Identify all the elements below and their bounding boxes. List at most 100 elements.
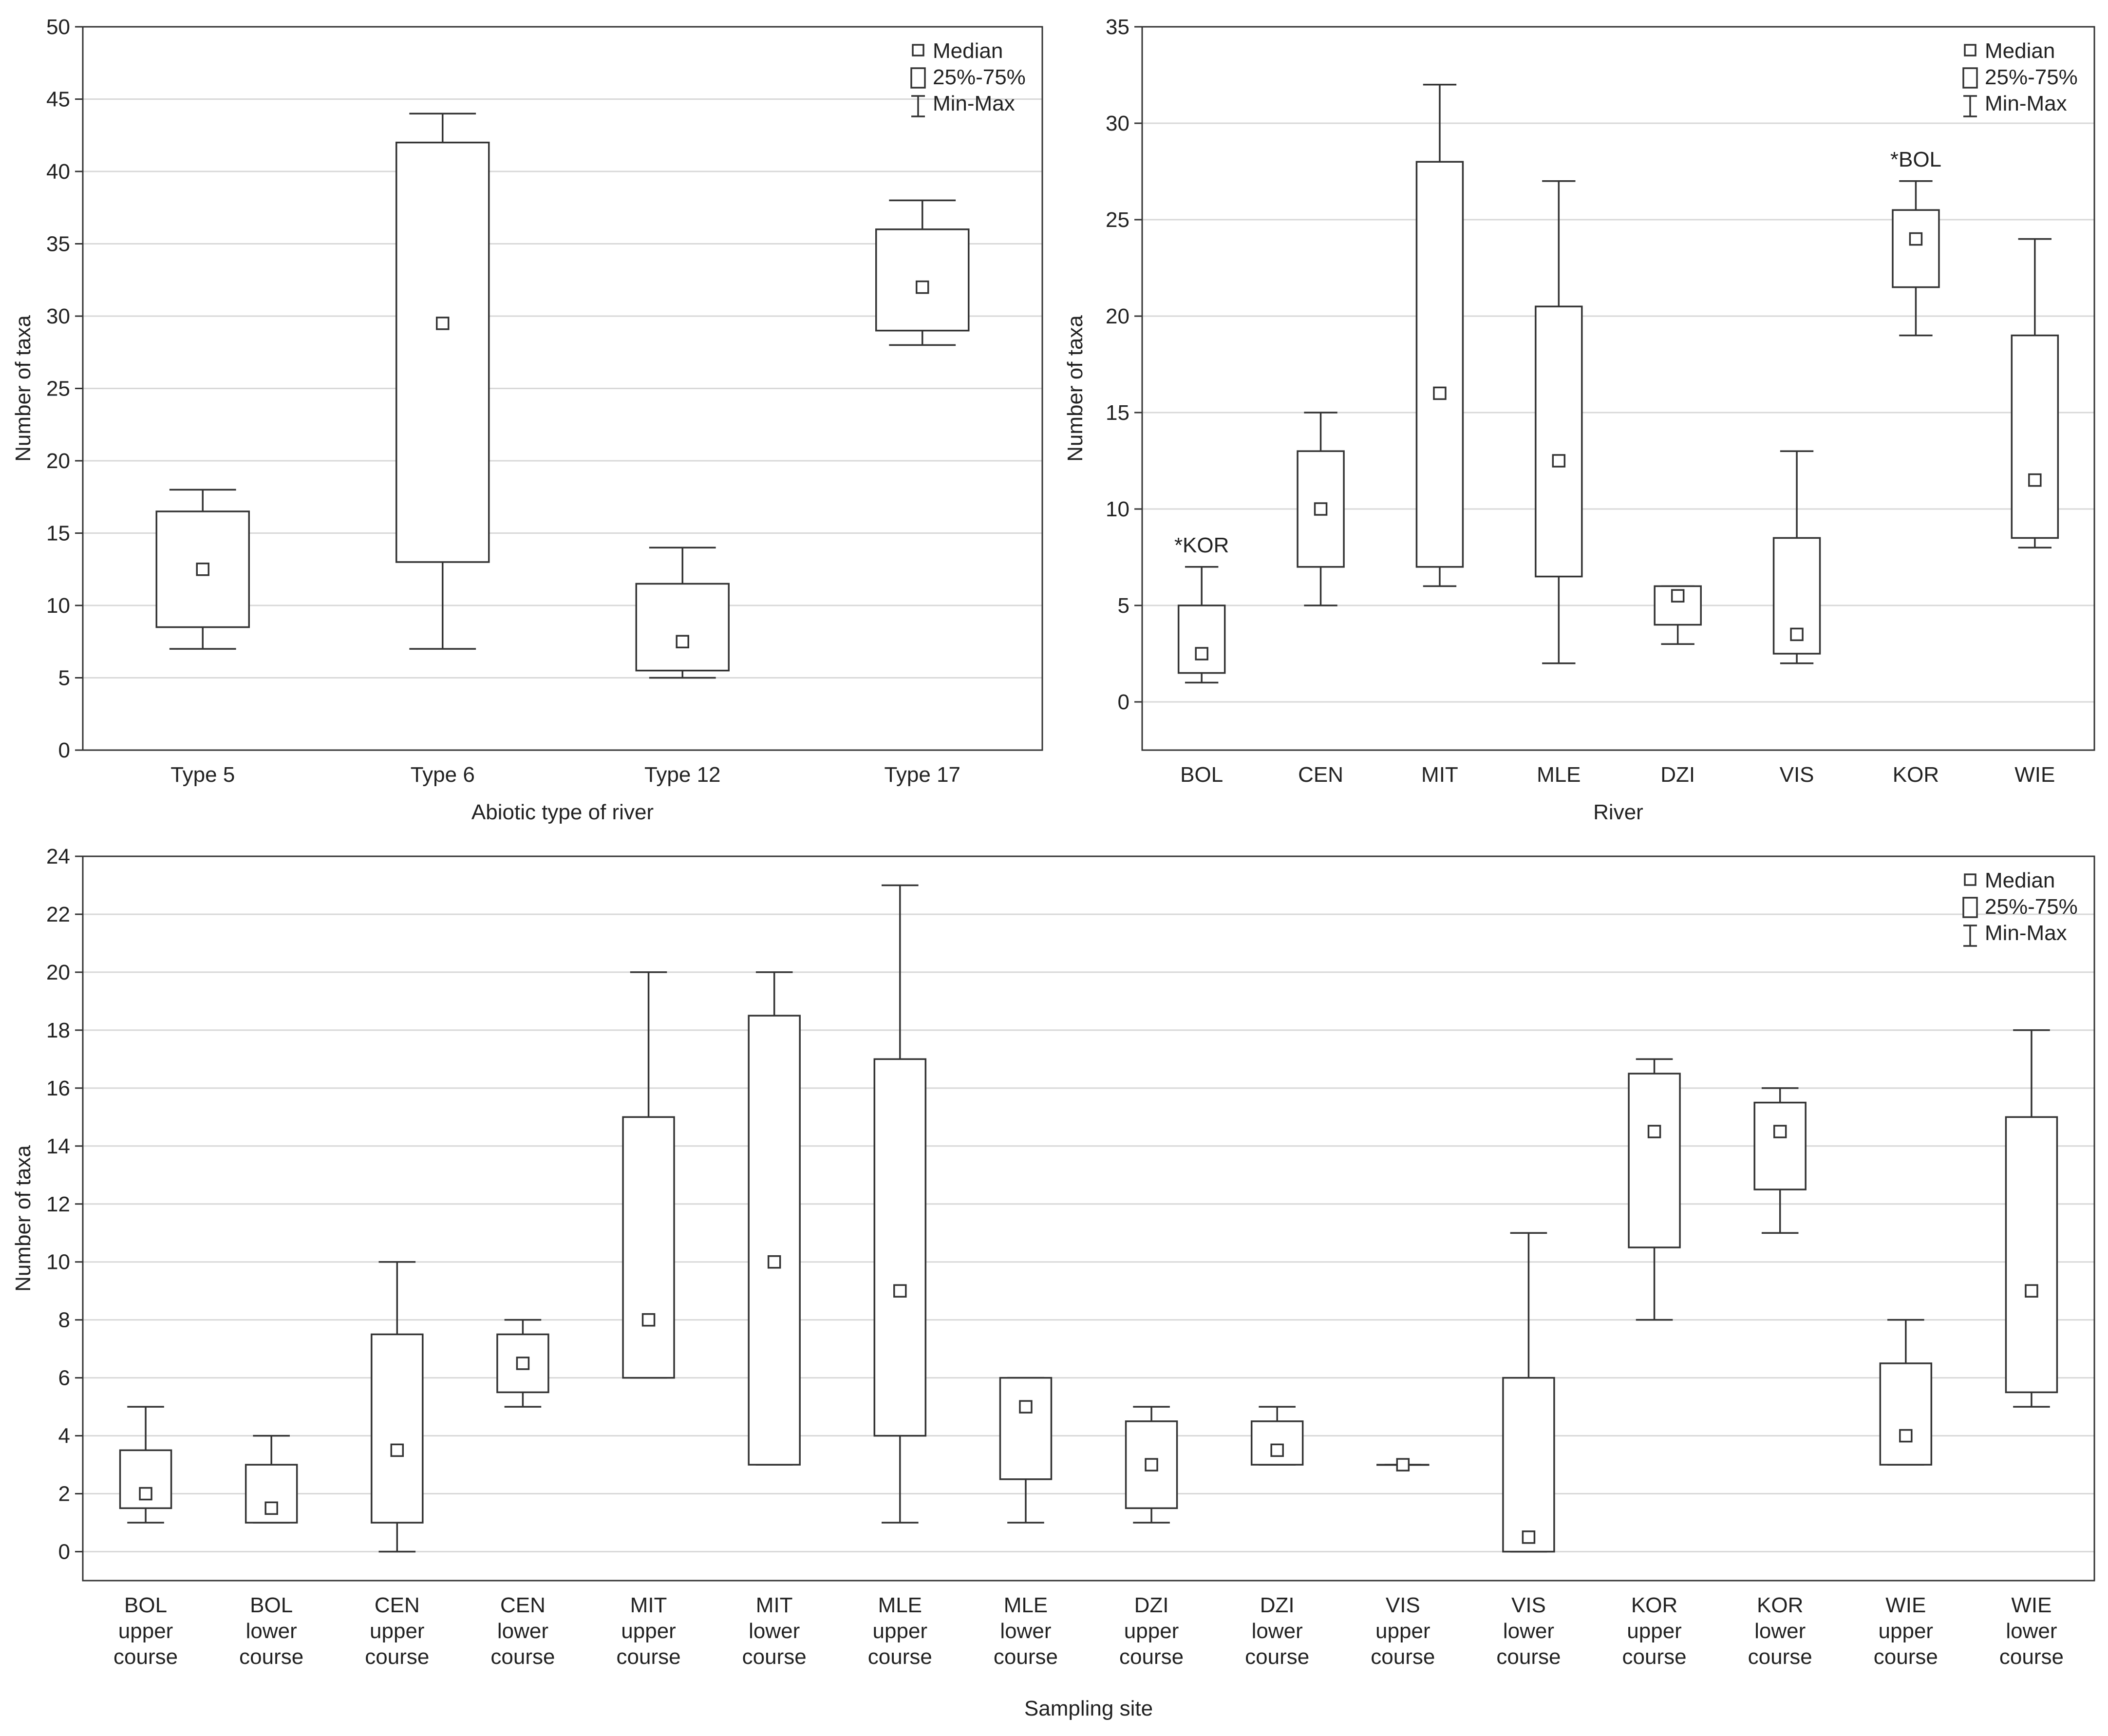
x-tick-label: DZI	[1260, 1593, 1295, 1617]
y-tick-label: 40	[46, 160, 70, 184]
x-tick-label: upper	[1375, 1619, 1430, 1643]
box-mit-lower-course	[748, 971, 801, 1466]
y-tick-label: 24	[46, 845, 70, 868]
annotation-label: *KOR	[1174, 533, 1229, 557]
iqr-box	[395, 141, 490, 563]
y-tick-label: 50	[46, 15, 70, 39]
x-tick-label: VIS	[1511, 1593, 1546, 1617]
iqr-box	[748, 1015, 801, 1466]
x-tick-label: upper	[873, 1619, 928, 1643]
box-bol	[1177, 566, 1226, 684]
y-tick-label: 35	[46, 232, 70, 256]
box-dzi-lower-course	[1250, 1406, 1304, 1466]
y-tick-label: 20	[46, 961, 70, 984]
median-marker	[196, 563, 209, 576]
x-axis-title: River	[1593, 800, 1643, 824]
x-tick-label: WIE	[2011, 1593, 2052, 1617]
iqr-box	[245, 1464, 298, 1524]
x-tick-label: CEN	[1298, 763, 1343, 787]
y-tick-label: 25	[46, 377, 70, 401]
y-tick-label: 0	[1118, 690, 1129, 714]
x-tick-label: MIT	[630, 1593, 667, 1617]
iqr-box	[622, 1116, 675, 1379]
y-tick-label: 15	[46, 522, 70, 546]
legend-median-swatch	[912, 44, 924, 57]
box-mle-lower-course	[999, 1377, 1053, 1524]
median-marker	[1396, 1458, 1410, 1472]
median-marker	[516, 1357, 530, 1370]
box-cen-lower-course	[496, 1319, 549, 1408]
x-tick-label: lower	[1754, 1619, 1806, 1643]
x-tick-label: lower	[2006, 1619, 2057, 1643]
box-kor-lower-course	[1753, 1087, 1807, 1234]
x-tick-label: upper	[1124, 1619, 1179, 1643]
median-marker	[1314, 502, 1328, 516]
y-tick-label: 10	[46, 594, 70, 618]
median-marker	[1790, 627, 1804, 642]
iqr-box	[2005, 1116, 2058, 1394]
chart-river: 0 5 10 15 20 25 30 35 BOL CEN MIT MLE DZI VIS KOR WIE *K…	[1063, 15, 2095, 824]
y-tick-label: 2	[58, 1482, 70, 1506]
y-tick-label: 14	[46, 1134, 70, 1158]
legend-box-label: 25%-75%	[933, 65, 1026, 89]
x-tick-label: course	[994, 1645, 1058, 1669]
box-cen	[1297, 412, 1345, 606]
y-tick-label: 0	[58, 1540, 70, 1564]
iqr-box	[371, 1333, 424, 1524]
box-vis	[1772, 450, 1821, 664]
y-tick-label: 25	[1106, 208, 1129, 232]
x-tick-label: upper	[1879, 1619, 1934, 1643]
box-mit-upper-course	[622, 971, 675, 1379]
y-tick-label: 16	[46, 1076, 70, 1100]
box-wie-upper-course	[1879, 1319, 1933, 1466]
x-tick-label: VIS	[1386, 1593, 1420, 1617]
legend-box-swatch	[910, 67, 926, 89]
legend-median-label: Median	[1985, 868, 2055, 892]
box-bol-lower-course	[245, 1434, 298, 1524]
median-marker	[436, 317, 450, 330]
iqr-box	[2011, 334, 2059, 539]
x-tick-label: course	[742, 1645, 807, 1669]
legend-box-swatch	[1962, 67, 1978, 89]
x-tick-label: WIE	[2014, 763, 2055, 787]
x-tick-label: course	[1371, 1645, 1435, 1669]
x-tick-label: course	[113, 1645, 178, 1669]
legend-box-swatch	[1962, 897, 1978, 918]
x-tick-label: Type 5	[170, 763, 235, 787]
y-tick-label: 12	[46, 1192, 70, 1216]
y-axis-title: Number of taxa	[11, 315, 35, 462]
box-vis-upper-course	[1376, 1458, 1430, 1472]
median-marker	[1195, 647, 1208, 660]
x-tick-label: course	[490, 1645, 555, 1669]
legend-range-label: Min-Max	[933, 92, 1015, 115]
x-tick-label: lower	[497, 1619, 548, 1643]
y-tick-label: 0	[58, 738, 70, 762]
y-tick-label: 10	[1106, 497, 1129, 521]
median-marker	[264, 1501, 278, 1515]
box-mle	[1535, 180, 1583, 664]
box-wie-lower-course	[2005, 1029, 2058, 1408]
y-axis-title: Number of taxa	[11, 1145, 35, 1292]
y-tick-label: 30	[46, 304, 70, 328]
x-tick-label: MIT	[756, 1593, 793, 1617]
median-marker	[676, 635, 689, 648]
legend-median-swatch	[1964, 873, 1976, 886]
box-dzi-upper-course	[1125, 1406, 1178, 1524]
box-wie	[2011, 238, 2059, 548]
x-tick-label: course	[868, 1645, 932, 1669]
box-cen-upper-course	[371, 1261, 424, 1553]
x-tick-label: MLE	[1537, 763, 1581, 787]
median-marker	[1522, 1530, 1536, 1544]
box-kor-upper-course	[1628, 1058, 1681, 1321]
y-tick-label: 20	[1106, 304, 1129, 328]
median-marker	[2028, 473, 2042, 487]
x-tick-label: course	[239, 1645, 303, 1669]
median-marker	[1019, 1400, 1033, 1414]
y-tick-label: 45	[46, 88, 70, 112]
x-tick-label: KOR	[1757, 1593, 1803, 1617]
legend-box-label: 25%-75%	[1985, 65, 2078, 89]
median-marker	[1270, 1443, 1284, 1457]
